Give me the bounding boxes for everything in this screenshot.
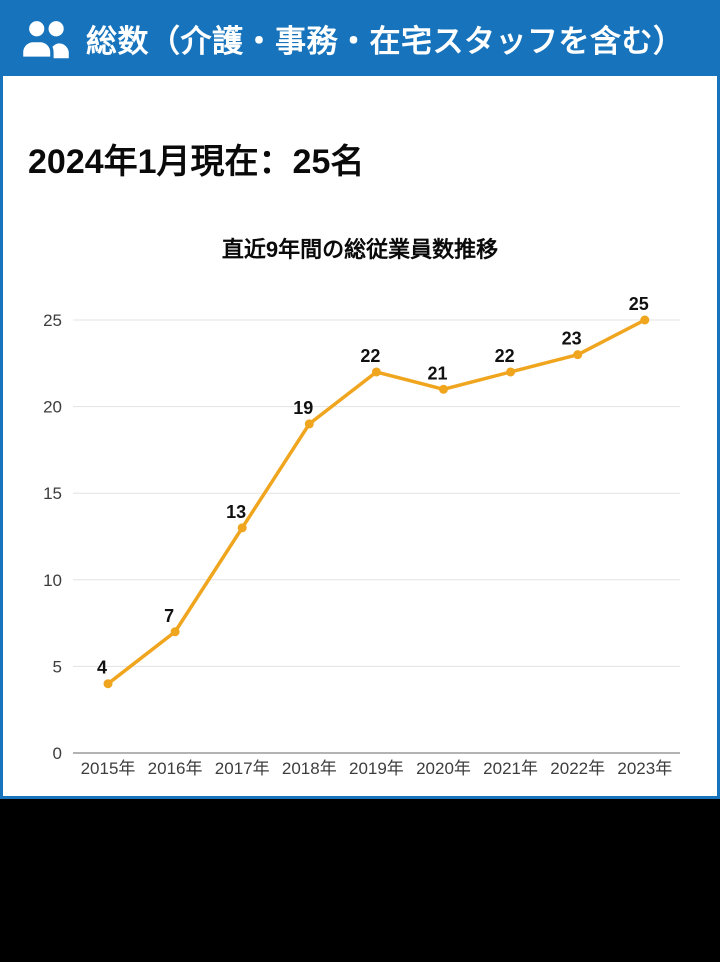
header-title: 総数（介護・事務・在宅スタッフを含む）: [86, 23, 685, 59]
data-point-label: 7: [164, 606, 174, 626]
y-tick-label: 0: [53, 744, 62, 763]
data-point-marker: [304, 419, 314, 429]
footer-band: [0, 799, 720, 962]
x-tick-label: 2021年: [483, 759, 538, 778]
data-point-marker: [237, 523, 247, 533]
chart-title: 直近9年間の総従業員数推移: [221, 237, 499, 262]
y-tick-label: 25: [43, 311, 62, 330]
current-count-heading: 2024年1月現在：25名: [28, 143, 365, 181]
employee-trend-line-chart: 0 5 10 15 20 25 2015年 2016年 2017年 2018年 2019年 2020年…: [43, 294, 680, 778]
y-tick-label: 15: [43, 484, 62, 503]
x-tick-label: 2019年: [349, 759, 404, 778]
x-tick-label: 2022年: [550, 759, 605, 778]
x-tick-label: 2015年: [81, 759, 136, 778]
data-point-label: 22: [360, 346, 380, 366]
data-point-marker: [170, 627, 180, 637]
data-point-label: 4: [97, 658, 107, 678]
data-point-marker: [506, 367, 516, 377]
data-point-label: 19: [293, 398, 313, 418]
data-point-label: 25: [629, 294, 649, 314]
content-card: 2024年1月現在：25名 直近9年間の総従業員数推移 0 5 10 15 20 25 20…: [0, 76, 720, 799]
y-tick-label: 20: [43, 398, 62, 417]
data-point-marker: [640, 315, 650, 325]
data-point-marker: [103, 679, 113, 689]
x-tick-label: 2023年: [617, 759, 672, 778]
x-tick-label: 2017年: [215, 759, 270, 778]
x-tick-label: 2018年: [282, 759, 337, 778]
y-tick-label: 5: [53, 657, 62, 676]
data-point-label: 21: [427, 363, 447, 383]
data-point-marker: [371, 367, 381, 377]
data-point-marker: [439, 384, 448, 394]
x-tick-label: 2020年: [416, 759, 471, 778]
data-point-label: 22: [495, 346, 515, 366]
header-bar: 総数（介護・事務・在宅スタッフを含む）: [0, 0, 720, 76]
data-point-label: 23: [562, 329, 582, 349]
x-tick-label: 2016年: [148, 759, 203, 778]
data-point-label: 13: [226, 502, 246, 522]
y-tick-label: 10: [43, 571, 62, 590]
users-icon: [18, 14, 74, 62]
data-point-marker: [573, 350, 583, 360]
